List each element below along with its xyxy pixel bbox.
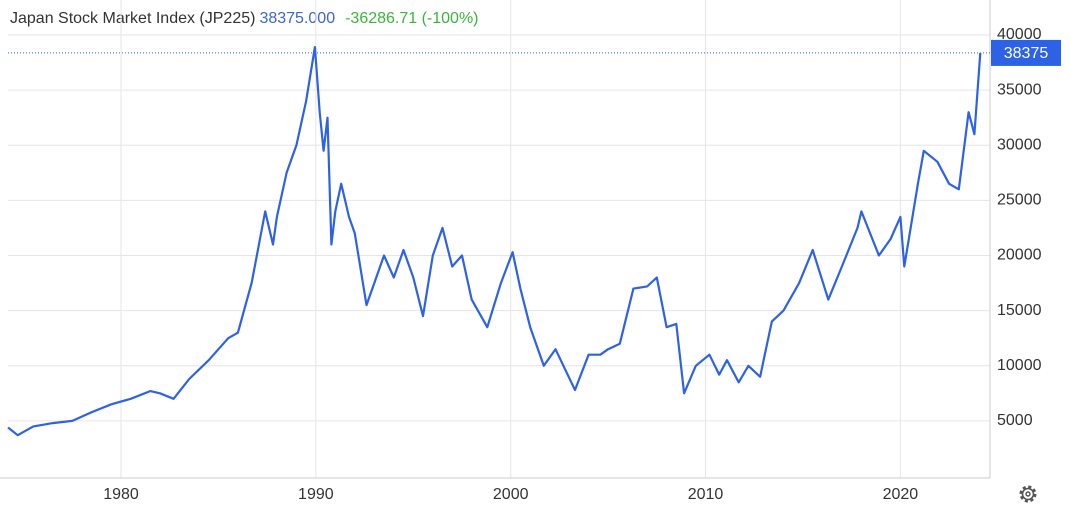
x-tick-label: 1990 [298,486,334,503]
change: -36286.71 (-100%) [345,10,478,27]
last-price-box [991,39,1061,66]
chart-title: Japan Stock Market Index (JP225) [10,10,255,27]
y-tick-label: 35000 [997,81,1042,98]
y-tick-label: 5000 [997,412,1033,429]
y-tick-label: 40000 [997,26,1042,43]
gear-hub [1025,491,1031,497]
y-tick-label: 30000 [997,136,1042,153]
gear-ring [1021,487,1035,501]
price-line [7,46,982,437]
x-tick-label: 2000 [493,486,529,503]
settings-icon[interactable] [1019,485,1037,503]
plot: 5000 10000 15000 20000 25000 30000 35000 40000 1… [0,0,1042,503]
y-tick-label: 10000 [997,357,1042,374]
last-price-label: 38375 [1004,45,1049,62]
price: 38375.000 [259,10,335,27]
y-tick-label: 15000 [997,302,1042,319]
x-tick-label: 2010 [688,486,724,503]
y-tick-label: 25000 [997,192,1042,209]
x-tick-label: 2020 [883,486,919,503]
x-tick-label: 1980 [103,486,139,503]
y-tick-label: 20000 [997,247,1042,264]
gear-teeth [1019,485,1037,503]
